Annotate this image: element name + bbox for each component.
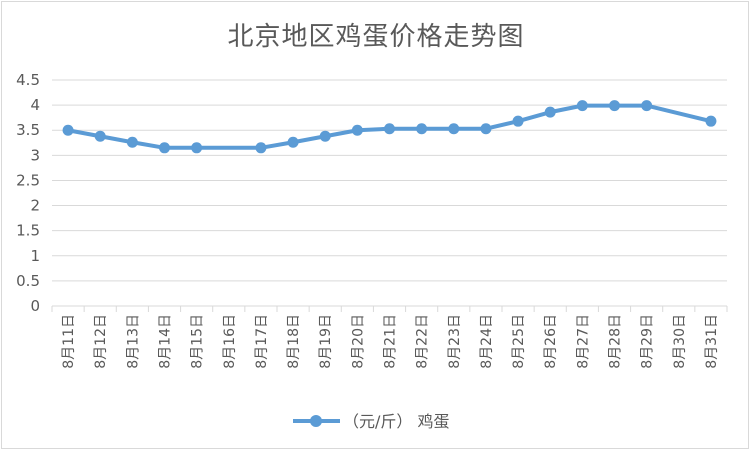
x-tick-label: 8月11日 [61, 314, 77, 369]
x-tick-label: 8月22日 [415, 314, 431, 369]
data-point [705, 115, 717, 127]
x-tick-label: 8月30日 [672, 314, 688, 369]
data-point [159, 142, 170, 154]
data-point [287, 136, 299, 148]
x-tick-label: 8月19日 [318, 314, 334, 369]
gridlines [51, 79, 728, 312]
x-tick-label: 8月31日 [704, 314, 720, 369]
data-point [480, 123, 492, 135]
x-tick-label: 8月29日 [640, 314, 656, 369]
chart-title: 北京地区鸡蛋价格走势图 [227, 22, 525, 52]
y-tick-label: 3.5 [16, 121, 40, 139]
y-tick-label: 3 [30, 146, 40, 164]
data-point [384, 123, 395, 135]
x-tick-label: 8月21日 [383, 314, 399, 369]
x-tick-label: 8月15日 [190, 314, 206, 369]
y-tick-label: 0 [30, 297, 40, 315]
x-tick-label: 8月23日 [447, 314, 463, 369]
data-point [544, 106, 556, 118]
data-point [255, 142, 267, 154]
data-point [448, 123, 460, 135]
data-point [576, 100, 588, 112]
y-tick-label: 2.5 [16, 171, 40, 189]
series-layer [62, 100, 717, 154]
x-tick-label: 8月24日 [479, 314, 495, 369]
data-point [319, 130, 331, 142]
x-tick-label: 8月27日 [575, 314, 591, 369]
legend-label: （元/斤） 鸡蛋 [343, 412, 449, 431]
data-point [641, 100, 653, 112]
y-tick-label: 2 [30, 197, 40, 215]
y-tick-label: 1.5 [16, 222, 40, 240]
data-point [62, 124, 74, 136]
data-point [609, 100, 620, 112]
x-tick-label: 8月13日 [125, 314, 141, 369]
x-tick-label: 8月26日 [543, 314, 559, 369]
x-axis-ticks: 8月11日 8月12日 8月13日 8月14日 8月15日 8月16日 8月17日 8月18日… [61, 314, 720, 369]
x-tick-label: 8月20日 [350, 314, 366, 369]
x-tick-label: 8月18日 [286, 314, 302, 369]
legend-marker-icon [310, 415, 322, 427]
legend: （元/斤） 鸡蛋 [293, 412, 449, 431]
x-tick-label: 8月14日 [158, 314, 174, 369]
x-tick-label: 8月25日 [511, 314, 527, 369]
y-axis-ticks: 0 0.5 1 1.5 2 2.5 3 3.5 4 4.5 [16, 71, 40, 315]
y-tick-label: 4.5 [16, 71, 40, 89]
x-tick-label: 8月12日 [93, 314, 109, 369]
data-point [94, 130, 106, 142]
data-point [416, 123, 428, 135]
y-tick-label: 1 [30, 247, 40, 265]
data-point [191, 142, 203, 154]
x-tick-label: 8月16日 [222, 314, 238, 369]
x-tick-label: 8月28日 [608, 314, 624, 369]
data-point [126, 136, 138, 148]
x-tick-label: 8月17日 [254, 314, 270, 369]
data-point [351, 124, 363, 136]
y-tick-label: 0.5 [16, 272, 40, 290]
y-tick-label: 4 [30, 96, 40, 114]
data-point [512, 115, 524, 127]
